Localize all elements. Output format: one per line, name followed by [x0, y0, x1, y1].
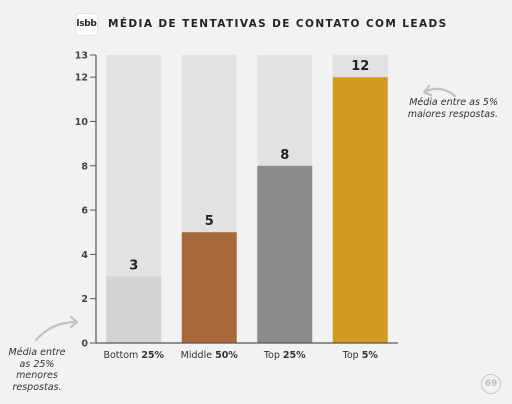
bar: [257, 165, 313, 343]
x-tick-label: Top 5%: [342, 350, 379, 361]
bar: [181, 232, 237, 343]
x-tick-label: Middle 50%: [181, 350, 239, 361]
y-tick-label: 8: [81, 161, 88, 172]
y-tick-label: 0: [81, 339, 88, 350]
annotation-arrow-top: [423, 87, 457, 98]
annotation-arrow-bottom: [34, 320, 78, 342]
annotation-top-5: Média entre as 5% maiores respostas.: [407, 97, 498, 120]
y-tick-label: 2: [81, 294, 88, 305]
chart-title: MÉDIA DE TENTATIVAS DE CONTATO COM LEADS: [108, 18, 448, 30]
annotation-arrowhead-top: [422, 84, 433, 97]
y-tick-label: 10: [75, 117, 89, 128]
bar: [332, 77, 388, 344]
data-label: 12: [351, 59, 369, 74]
x-tick-label: Bottom 25%: [103, 350, 164, 361]
chart-header: lsbb MÉDIA DE TENTATIVAS DE CONTATO COM …: [76, 13, 448, 35]
y-tick-label: 12: [75, 73, 88, 84]
y-tick-label: 4: [81, 250, 88, 261]
data-label: 3: [129, 259, 138, 274]
page-number-badge: 69: [481, 374, 501, 394]
y-tick-label: 6: [81, 206, 88, 217]
data-label: 5: [205, 214, 214, 229]
y-tick-label: 13: [75, 51, 88, 62]
data-label: 8: [280, 148, 289, 163]
x-tick-label: Top 25%: [263, 350, 306, 361]
bar: [106, 276, 162, 343]
brand-logo: lsbb: [76, 13, 97, 35]
annotation-bottom-25: Média entre as 25% menores respostas.: [8, 347, 66, 393]
annotation-arrowhead-bottom: [69, 315, 79, 329]
